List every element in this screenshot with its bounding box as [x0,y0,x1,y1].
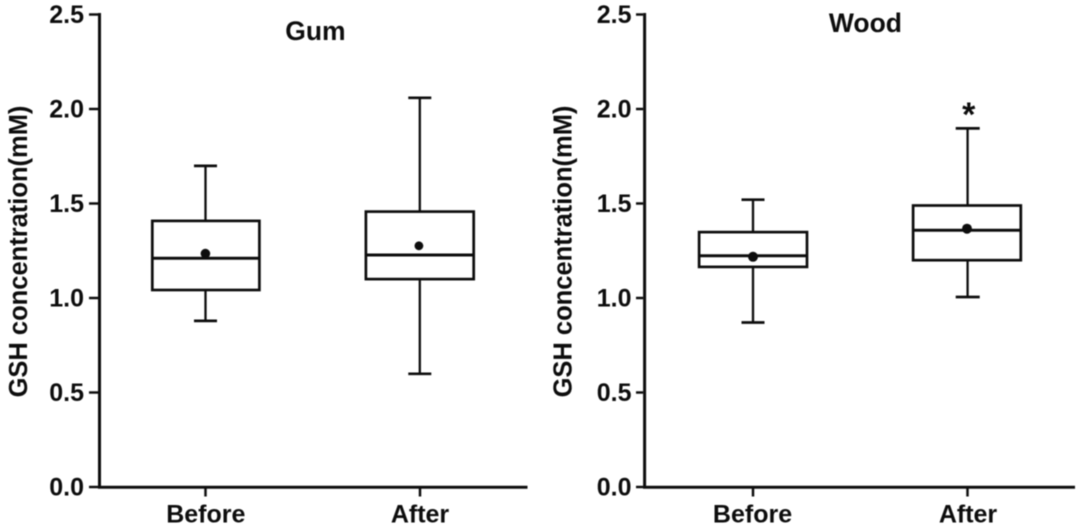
svg-text:Gum: Gum [285,16,345,46]
svg-text:Before: Before [166,500,245,528]
svg-text:0.0: 0.0 [49,474,84,502]
svg-text:GSH concentration(mM): GSH concentration(mM) [550,106,578,398]
svg-text:0.5: 0.5 [597,379,632,407]
svg-text:2.0: 2.0 [49,96,84,124]
svg-text:After: After [391,500,450,528]
svg-text:1.0: 1.0 [49,285,84,313]
svg-text:1.5: 1.5 [597,190,632,218]
svg-text:0.0: 0.0 [597,474,632,502]
svg-text:Before: Before [713,500,792,528]
svg-text:2.5: 2.5 [49,1,84,29]
svg-text:0.5: 0.5 [49,379,84,407]
svg-text:*: * [962,96,976,134]
svg-text:1.5: 1.5 [49,190,84,218]
svg-text:GSH concentration(mM): GSH concentration(mM) [5,106,33,398]
svg-text:1.0: 1.0 [597,285,632,313]
svg-text:2.0: 2.0 [597,96,632,124]
svg-text:After: After [939,500,998,528]
svg-text:Wood: Wood [829,8,902,38]
svg-text:2.5: 2.5 [597,1,632,29]
